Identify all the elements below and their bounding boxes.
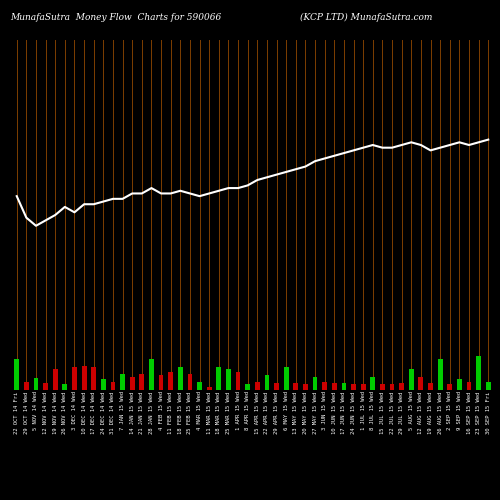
Text: (KCP LTD) MunafaSutra.com: (KCP LTD) MunafaSutra.com bbox=[300, 12, 432, 22]
Bar bbox=[457, 378, 462, 390]
Bar bbox=[246, 384, 250, 390]
Bar bbox=[390, 384, 394, 390]
Bar bbox=[409, 369, 414, 390]
Bar bbox=[351, 384, 356, 390]
Bar bbox=[466, 382, 471, 390]
Bar bbox=[236, 372, 240, 390]
Bar bbox=[72, 368, 77, 390]
Bar bbox=[207, 387, 212, 390]
Bar bbox=[101, 378, 105, 390]
Bar bbox=[303, 384, 308, 390]
Bar bbox=[486, 382, 490, 390]
Bar bbox=[62, 384, 68, 390]
Bar bbox=[216, 368, 221, 390]
Bar bbox=[380, 384, 385, 390]
Bar bbox=[264, 376, 270, 390]
Bar bbox=[168, 372, 173, 390]
Bar bbox=[130, 377, 134, 390]
Bar bbox=[43, 382, 48, 390]
Bar bbox=[322, 382, 327, 390]
Bar bbox=[197, 382, 202, 390]
Bar bbox=[149, 360, 154, 390]
Bar bbox=[370, 377, 375, 390]
Bar bbox=[24, 382, 29, 390]
Bar bbox=[312, 377, 318, 390]
Bar bbox=[53, 369, 58, 390]
Bar bbox=[294, 382, 298, 390]
Bar bbox=[226, 369, 231, 390]
Text: MunafaSutra  Money Flow  Charts for 590066: MunafaSutra Money Flow Charts for 590066 bbox=[10, 12, 221, 22]
Bar bbox=[34, 378, 38, 390]
Bar bbox=[14, 360, 19, 390]
Bar bbox=[140, 374, 144, 390]
Bar bbox=[284, 368, 288, 390]
Bar bbox=[255, 382, 260, 390]
Bar bbox=[438, 360, 442, 390]
Bar bbox=[400, 382, 404, 390]
Bar bbox=[178, 368, 182, 390]
Bar bbox=[120, 374, 125, 390]
Bar bbox=[342, 382, 346, 390]
Bar bbox=[274, 382, 279, 390]
Bar bbox=[418, 377, 424, 390]
Bar bbox=[188, 374, 192, 390]
Bar bbox=[448, 384, 452, 390]
Bar bbox=[428, 382, 433, 390]
Bar bbox=[361, 384, 366, 390]
Bar bbox=[158, 376, 164, 390]
Bar bbox=[110, 382, 116, 390]
Bar bbox=[82, 366, 86, 390]
Bar bbox=[332, 382, 336, 390]
Bar bbox=[476, 356, 481, 390]
Bar bbox=[92, 368, 96, 390]
